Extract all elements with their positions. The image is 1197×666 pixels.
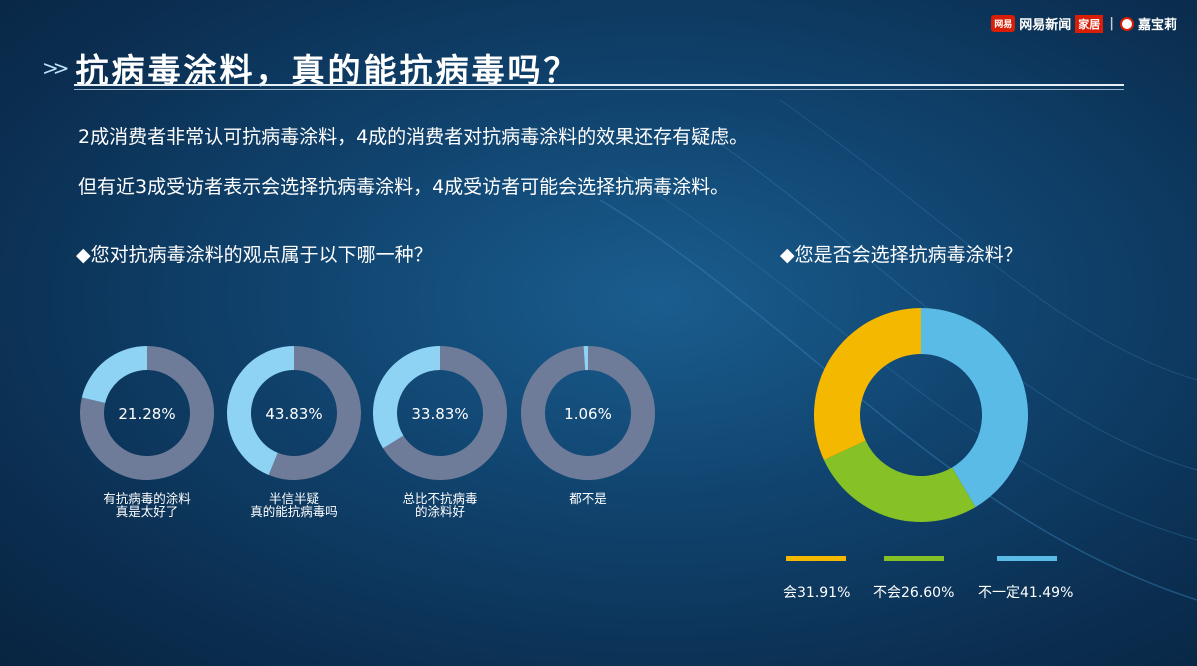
donut-value-slice xyxy=(226,346,294,476)
slice-yes xyxy=(813,308,921,461)
chart1-category-label: 半信半疑 真的能抗病毒吗 xyxy=(250,491,338,519)
summary-line-2: 但有近3成受访者表示会选择抗病毒涂料，4成受访者可能会选择抗病毒涂料。 xyxy=(78,176,730,198)
chart1-category-label: 总比不抗病毒 的涂料好 xyxy=(402,491,478,519)
slice-maybe xyxy=(921,308,1028,508)
chart1-title: ◆您对抗病毒涂料的观点属于以下哪一种？ xyxy=(76,244,433,266)
legend-label-no: 不会26.60% xyxy=(873,585,955,601)
legend-label-yes: 会31.91% xyxy=(783,585,851,601)
netease-logo-icon: 网易 xyxy=(991,15,1016,32)
donut-track-slice xyxy=(383,346,507,480)
donut-value-slice xyxy=(583,346,588,371)
legend-swatch-maybe xyxy=(997,556,1057,561)
summary-line-1: 2成消费者非常认可抗病毒涂料，4成的消费者对抗病毒涂料的效果还存有疑虑。 xyxy=(78,126,749,148)
legend-swatch-yes xyxy=(786,556,846,561)
title-row: >> 抗病毒涂料，真的能抗病毒吗？ xyxy=(42,44,580,92)
title-underline-thin xyxy=(74,89,1124,90)
chart1-category-label: 有抗病毒的涂料 真是太好了 xyxy=(103,491,191,519)
chart1-category-label: 都不是 xyxy=(569,491,607,506)
donut-value-slice xyxy=(81,346,147,404)
donut-value-label: 21.28% xyxy=(118,405,175,423)
slice-no xyxy=(823,440,976,522)
donut-value-label: 33.83% xyxy=(411,405,468,423)
donut-value-label: 1.06% xyxy=(564,405,612,423)
donut-track-slice xyxy=(520,346,655,480)
legend-swatch-no xyxy=(884,556,944,561)
donut-track-slice xyxy=(268,346,362,481)
donut-value-slice xyxy=(373,346,440,449)
partner-logo-icon xyxy=(1119,16,1134,31)
brand-tag: 家居 xyxy=(1075,14,1104,33)
donut-track-slice xyxy=(80,346,214,480)
page-title: 抗病毒涂料，真的能抗病毒吗？ xyxy=(75,51,580,90)
partner-name: 嘉宝莉 xyxy=(1137,18,1177,33)
brand-bar: 网易 网易新闻 家居 | 嘉宝莉 xyxy=(991,14,1177,33)
legend-label-maybe: 不一定41.49% xyxy=(978,585,1074,601)
donut-value-label: 43.83% xyxy=(265,405,322,423)
brand-name: 网易新闻 xyxy=(1019,18,1072,33)
brand-separator: | xyxy=(1109,16,1114,31)
title-underline xyxy=(74,84,1124,86)
chart2-title: ◆您是否会选择抗病毒涂料？ xyxy=(780,244,1023,266)
